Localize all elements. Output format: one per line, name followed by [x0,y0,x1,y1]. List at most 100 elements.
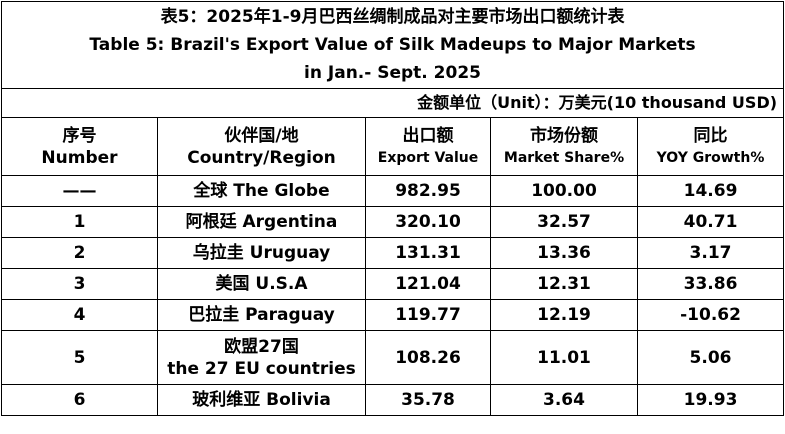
country: 乌拉圭 Uruguay [192,243,331,263]
country: the 27 EU countries [167,358,356,379]
cell: 3.64 [490,384,638,416]
cell: 巴拉圭 Paraguay [157,299,366,331]
cell: 12.31 [490,268,638,300]
cell: 5 [1,330,158,385]
unit: 金额单位（Unit）：万美元(10 thousand USD) [417,93,778,112]
cell: 3 [1,268,158,300]
title-cn: 表5：2025年1-9月巴西丝绸制成品对主要市场出口额统计表 [160,7,625,27]
header-text: 序号 [62,125,97,146]
market-share: 11.01 [537,347,591,368]
data-row: —— 全球 The Globe 982.95 100.00 14.69 [1,175,785,207]
header-cell: 出口额 Export Value [365,117,491,176]
header-cell: 市场份额 Market Share% [490,117,638,176]
export-value: 320.10 [395,212,461,232]
header-text: Market Share% [503,149,625,166]
country: 全球 The Globe [193,181,330,201]
cell: 121.04 [365,268,491,300]
number: 2 [73,243,86,263]
cell: 全球 The Globe [157,175,366,207]
cell: 14.69 [636,175,785,207]
market-share: 12.19 [537,305,591,325]
data-row: 1 阿根廷 Argentina 320.10 32.57 40.71 [1,206,785,238]
data-row: 6 玻利维亚 Bolivia 35.78 3.64 19.93 [1,384,785,416]
cell: 131.31 [365,237,491,269]
export-value: 982.95 [395,181,461,201]
country: 阿根廷 Argentina [185,212,338,232]
market-share: 32.57 [537,212,591,232]
cell: 美国 U.S.A [157,268,366,300]
header-text: Export Value [377,149,479,166]
cell: 100.00 [490,175,638,207]
cell: 5.06 [636,330,785,385]
country: 欧盟27国 [224,336,299,357]
title-period: in Jan.- Sept. 2025 [304,63,481,83]
export-value: 108.26 [395,347,461,368]
country: 玻利维亚 Bolivia [192,390,331,410]
header-text: Country/Region [187,147,336,168]
title-en: Table 5: Brazil's Export Value of Silk M… [89,35,696,55]
market-share: 12.31 [537,274,591,294]
export-value: 131.31 [395,243,461,263]
cell: 阿根廷 Argentina [157,206,366,238]
cell: 13.36 [490,237,638,269]
yoy-growth: 19.93 [683,390,738,410]
header-text: 市场份额 [530,125,598,146]
cell: 982.95 [365,175,491,207]
header-text: Number [41,147,118,168]
cell: —— [1,175,158,207]
cell: 11.01 [490,330,638,385]
cell: 320.10 [365,206,491,238]
yoy-growth: 5.06 [689,347,732,368]
unit-cell: 金额单位（Unit）：万美元(10 thousand USD) [0,88,785,118]
country: 巴拉圭 Paraguay [188,305,335,325]
cell: 1 [1,206,158,238]
cell: 19.93 [636,384,785,416]
data-row: 4 巴拉圭 Paraguay 119.77 12.19 -10.62 [1,299,785,331]
data-row: 5 欧盟27国 the 27 EU countries 108.26 11.01 5.06 [1,330,785,385]
cell: 108.26 [365,330,491,385]
number: 1 [73,212,86,232]
number: 6 [73,390,86,410]
cell: 32.57 [490,206,638,238]
header-text: 同比 [693,125,728,146]
header-row: 序号 Number 伙伴国/地 Country/Region 出口额 Export Val… [1,117,785,176]
cell: 33.86 [636,268,785,300]
yoy-growth: 40.71 [683,212,738,232]
export-value: 35.78 [401,390,455,410]
number: —— [62,181,97,201]
number: 4 [73,305,86,325]
title-cell: 表5：2025年1-9月巴西丝绸制成品对主要市场出口额统计表 Table 5: … [0,1,785,89]
market-share: 100.00 [531,181,597,201]
header-text: 出口额 [402,125,454,146]
cell: 12.19 [490,299,638,331]
data-row: 2 乌拉圭 Uruguay 131.31 13.36 3.17 [1,237,785,269]
yoy-growth: 3.17 [689,243,732,263]
number: 5 [73,347,86,368]
market-share: 3.64 [543,390,585,410]
cell: 35.78 [365,384,491,416]
header-cell: 同比 YOY Growth% [636,117,785,176]
country: 美国 U.S.A [215,274,308,294]
cell: 欧盟27国 the 27 EU countries [157,330,366,385]
cell: 4 [1,299,158,331]
export-table: 表5：2025年1-9月巴西丝绸制成品对主要市场出口额统计表 Table 5: … [0,1,785,416]
number: 3 [73,274,86,294]
yoy-growth: 33.86 [683,274,738,294]
header-text: 伙伴国/地 [224,125,299,146]
cell: 6 [1,384,158,416]
data-row: 3 美国 U.S.A 121.04 12.31 33.86 [1,268,785,300]
cell: 乌拉圭 Uruguay [157,237,366,269]
cell: 玻利维亚 Bolivia [157,384,366,416]
cell: 2 [1,237,158,269]
market-share: 13.36 [537,243,591,263]
header-text: YOY Growth% [656,149,765,166]
cell: 40.71 [636,206,785,238]
header-cell: 序号 Number [1,117,158,176]
header-cell: 伙伴国/地 Country/Region [157,117,366,176]
yoy-growth: -10.62 [680,305,741,325]
cell: 3.17 [636,237,785,269]
export-value: 121.04 [395,274,461,294]
yoy-growth: 14.69 [683,181,738,201]
cell: 119.77 [365,299,491,331]
